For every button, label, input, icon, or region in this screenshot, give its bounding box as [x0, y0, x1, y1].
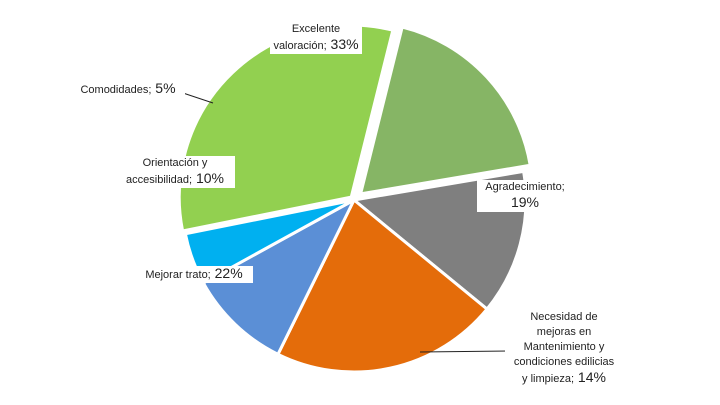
- data-label-text: Necesidad de: [530, 311, 598, 323]
- data-label-text: accesibilidad;: [126, 174, 193, 186]
- data-label-comodidades: Comodidades; 5%: [71, 81, 185, 98]
- pie-slice-mejorar-trato: [275, 197, 490, 374]
- data-label-percent: 33%: [326, 36, 359, 52]
- pie-slice-orientaci-n-y-accesibilidad: [201, 196, 358, 357]
- data-label-text: Mantenimiento y: [523, 341, 605, 353]
- data-label-agradecimiento: Agradecimiento; 19%: [477, 180, 573, 212]
- data-label-mejorar-trato: Mejorar trato; 22%: [135, 266, 253, 283]
- data-label-text: Agradecimiento;: [485, 181, 565, 193]
- data-label-percent: 5%: [151, 80, 176, 96]
- data-label-excelente-valoraci-n: Excelente valoración; 33%: [270, 22, 362, 54]
- data-label-text: Mejorar trato;: [145, 269, 211, 281]
- data-label-text: condiciones edilicias: [513, 356, 615, 368]
- data-label-text: y limpieza;: [522, 373, 575, 385]
- data-label-text: valoración;: [273, 40, 327, 52]
- data-label-text: mejoras en: [536, 326, 592, 338]
- data-label-orientaci-n-y-accesibilidad: Orientación y accesibilidad; 10%: [115, 156, 235, 188]
- data-label-text: Comodidades;: [80, 84, 152, 96]
- data-label-text: Excelente: [291, 23, 341, 35]
- pie-slice-agradecimiento: [358, 25, 532, 196]
- data-label-text: Orientación y: [142, 157, 208, 169]
- data-label-percent: 19%: [510, 194, 540, 210]
- data-label-percent: 22%: [210, 265, 243, 281]
- leader-line: [182, 92, 214, 104]
- data-label-necesidad-de-mejoras-en-mantenimiento-y-condiciones-edilicias-y-limpieza: Necesidad de mejoras en Mantenimiento y con…: [505, 310, 623, 387]
- data-label-percent: 10%: [192, 170, 224, 186]
- data-label-percent: 14%: [574, 369, 606, 385]
